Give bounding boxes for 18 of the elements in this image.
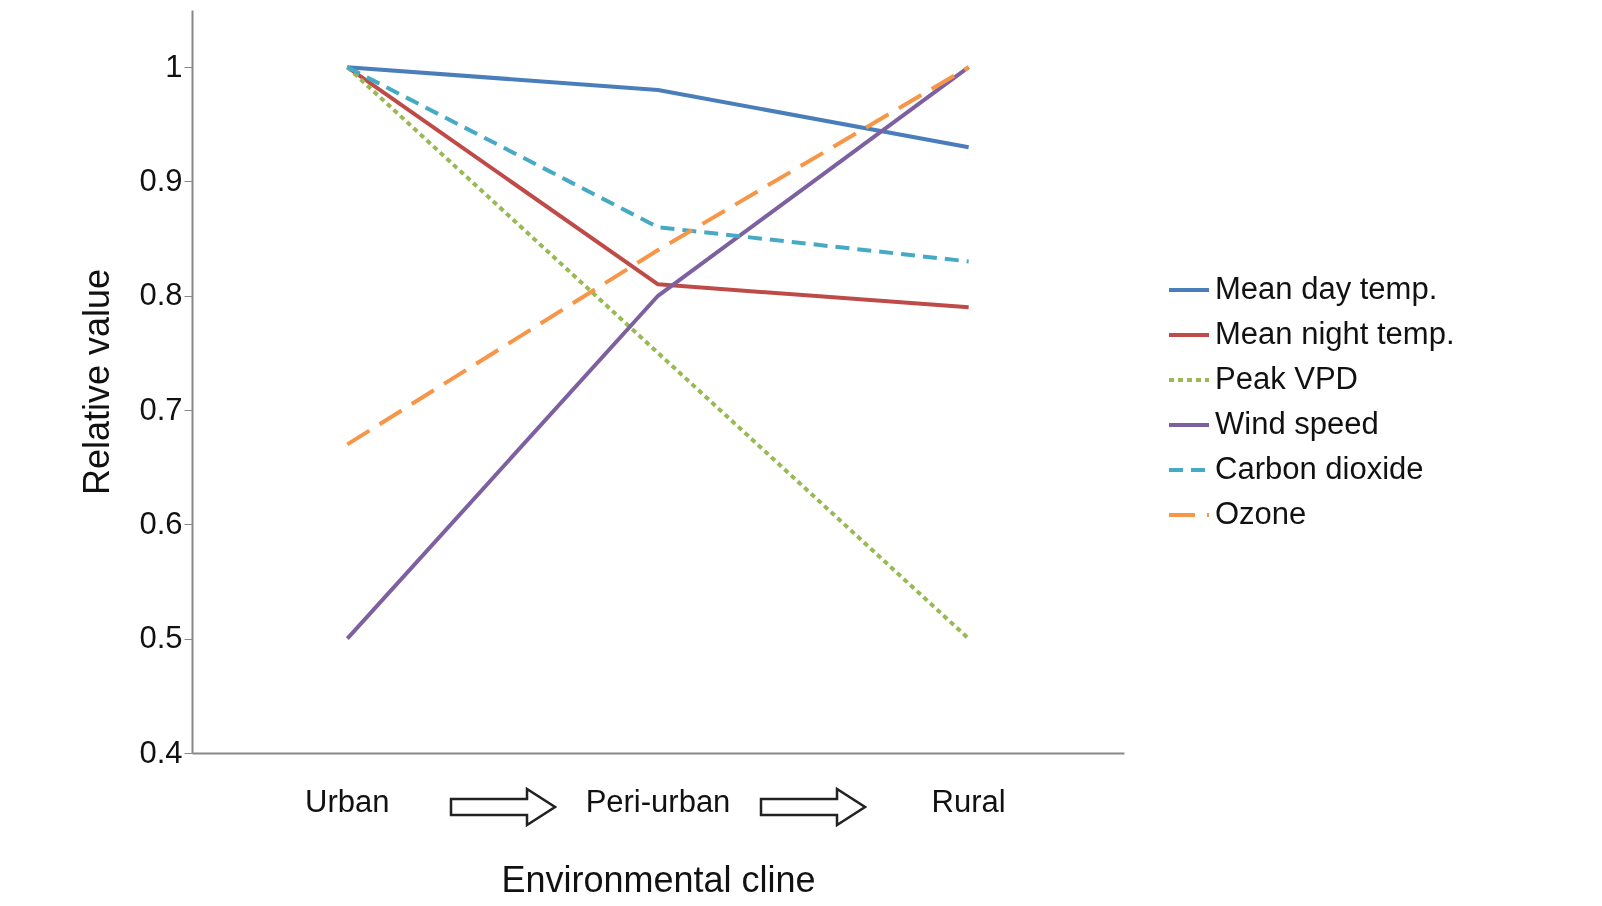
legend-label: Peak VPD bbox=[1215, 361, 1359, 396]
legend-label: Carbon dioxide bbox=[1215, 451, 1424, 486]
legend-label: Mean night temp. bbox=[1215, 316, 1455, 351]
x-tick-label: Peri-urban bbox=[585, 783, 731, 819]
y-tick-label: 0.9 bbox=[139, 162, 183, 198]
x-axis-title: Environmental cline bbox=[501, 858, 816, 900]
legend-label: Ozone bbox=[1215, 496, 1307, 531]
y-tick-label: 0.4 bbox=[139, 734, 183, 770]
y-tick-label: 1 bbox=[165, 48, 183, 84]
legend-label: Wind speed bbox=[1215, 406, 1379, 441]
y-axis-title: Relative value bbox=[76, 268, 118, 496]
y-tick-label: 0.5 bbox=[139, 620, 183, 656]
legend-label: Mean day temp. bbox=[1215, 271, 1438, 306]
y-tick-label: 0.7 bbox=[139, 391, 183, 427]
x-tick-label: Urban bbox=[305, 783, 390, 819]
x-tick-label: Rural bbox=[931, 783, 1006, 819]
y-tick-label: 0.8 bbox=[139, 277, 183, 313]
y-tick-label: 0.6 bbox=[139, 505, 183, 541]
